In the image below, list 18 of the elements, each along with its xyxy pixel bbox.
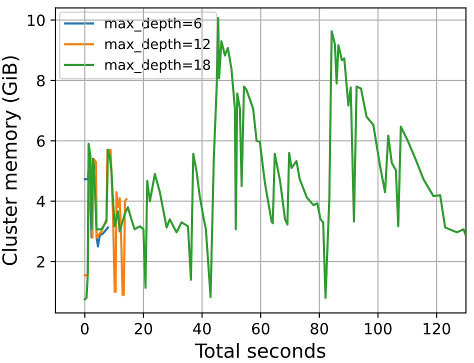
x-tick-label: 40 [193, 322, 211, 334]
x-tick-label: 0 [80, 322, 89, 334]
y-tick-label: 2 [37, 256, 44, 268]
y-tick-label: 8 [37, 74, 45, 86]
x-tick-label: 60 [252, 322, 270, 334]
legend-label: max_depth=6 [105, 18, 202, 32]
x-axis-title: Total seconds [195, 342, 326, 358]
x-tick-label: 100 [365, 322, 392, 334]
x-tick-label: 20 [134, 322, 152, 334]
y-tick-label: 4 [36, 196, 45, 208]
x-tick-label: 120 [424, 322, 450, 334]
legend-label: max_depth=18 [105, 59, 210, 74]
x-tick-label: 80 [310, 322, 328, 334]
y-tick-label: 6 [37, 135, 45, 147]
y-tick-label: 10 [28, 14, 45, 26]
line-series [84, 16, 466, 300]
y-axis-title: Cluster memory (GiB) [2, 56, 21, 266]
legend-label: max_depth=12 [105, 38, 210, 52]
